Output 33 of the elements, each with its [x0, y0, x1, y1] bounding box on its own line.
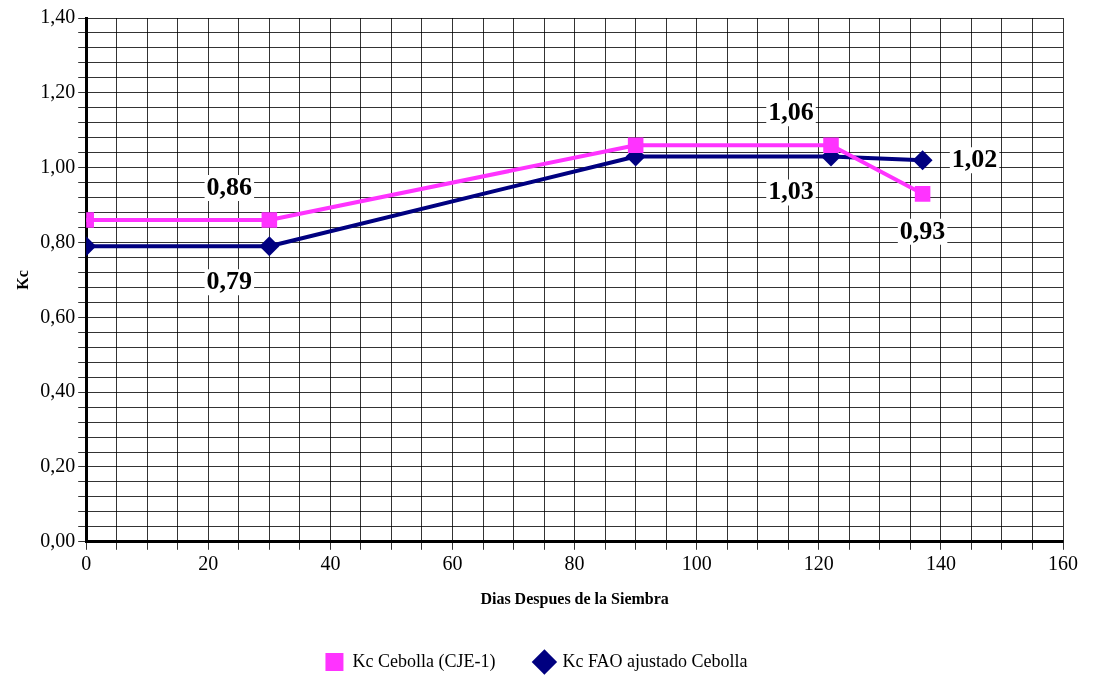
x-axis-title: Dias Despues de la Siembra [480, 589, 669, 608]
point [823, 137, 839, 153]
point [627, 137, 644, 153]
legend-label: Kc Cebolla (CJE-1) [352, 650, 496, 672]
legend-label: Kc FAO ajustado Cebolla [562, 650, 748, 671]
y-tick-label: 1,00 [40, 154, 76, 177]
data-label: 0,79 [206, 265, 253, 295]
x-tick-label: 120 [803, 552, 834, 575]
data-label: 0,86 [206, 171, 253, 201]
data-label: 1,06 [768, 96, 814, 126]
x-tick-label: 100 [681, 552, 712, 575]
x-tick-label: 40 [320, 552, 341, 575]
y-tick-label: 1,40 [40, 5, 76, 28]
y-tick-label: 0,00 [40, 529, 76, 552]
x-tick-label: 160 [1048, 552, 1078, 575]
data-label: 0,93 [899, 215, 946, 245]
data-label: 1,02 [951, 143, 998, 173]
data-label: 1,03 [768, 176, 814, 206]
y-tick-label: 0,80 [40, 229, 76, 252]
x-tick-label: 80 [564, 552, 585, 575]
x-tick-label: 140 [925, 552, 956, 575]
point [912, 150, 933, 171]
point [261, 212, 278, 228]
x-tick-label: 60 [442, 552, 463, 575]
y-tick-label: 0,20 [40, 454, 76, 477]
y-tick-label: 0,40 [40, 379, 76, 402]
point [259, 236, 280, 257]
x-tick-label: 0 [81, 552, 92, 575]
y-tick-label: 1,20 [40, 80, 76, 103]
y-tick-label: 0,60 [40, 304, 76, 327]
point [914, 186, 931, 202]
x-tick-label: 20 [198, 552, 219, 575]
y-axis-title: Kc [13, 270, 31, 290]
